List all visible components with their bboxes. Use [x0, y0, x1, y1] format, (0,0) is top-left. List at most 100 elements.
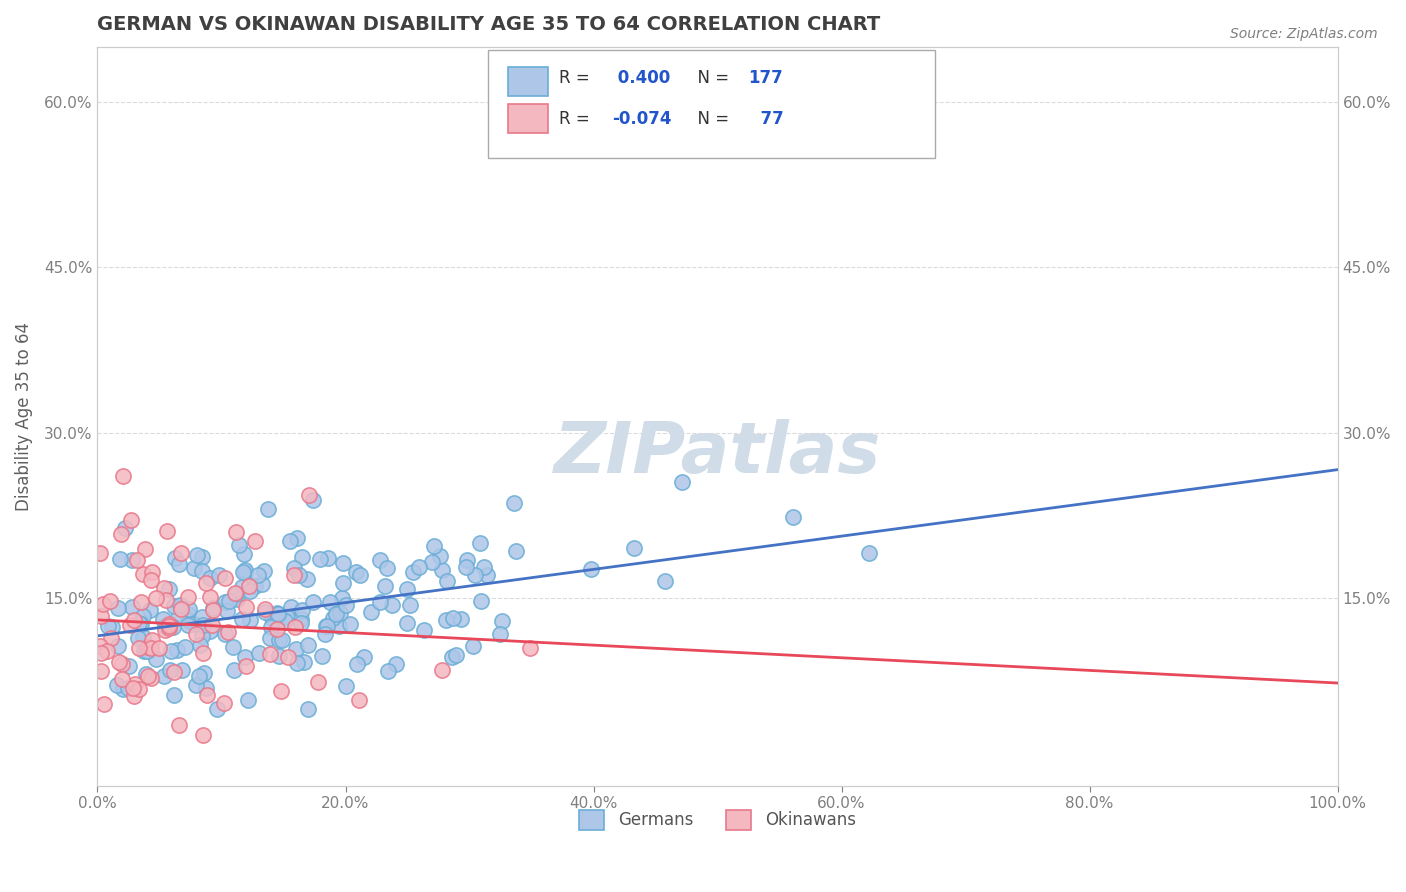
Point [120, 512, 142, 526]
Point [402, 566, 425, 580]
Point [233, 547, 256, 561]
Point [472, 560, 495, 574]
Point [225, 587, 247, 601]
Point [430, 563, 453, 577]
Point [89, 640, 111, 654]
Point [90, 646, 112, 660]
Point [166, 642, 188, 657]
Point [375, 561, 398, 575]
Point [254, 602, 277, 616]
Point [285, 657, 308, 671]
Point [671, 475, 693, 490]
Point [311, 648, 333, 663]
Point [259, 647, 281, 661]
Point [489, 626, 512, 640]
Point [224, 586, 246, 600]
Point [477, 567, 499, 582]
Y-axis label: Disability Age 35 to 64: Disability Age 35 to 64 [15, 322, 32, 511]
Point [200, 571, 222, 585]
Text: R =: R = [558, 70, 595, 87]
Point [396, 615, 419, 630]
Point [654, 574, 676, 588]
Point [212, 696, 235, 710]
Point [214, 595, 236, 609]
Point [129, 595, 152, 609]
Point [330, 591, 353, 606]
Text: -0.074: -0.074 [612, 110, 672, 128]
Point [396, 582, 419, 597]
Point [623, 541, 645, 555]
Point [141, 566, 163, 580]
Point [198, 624, 221, 638]
Point [316, 550, 339, 565]
Point [111, 468, 134, 483]
Point [238, 578, 260, 592]
Point [297, 638, 319, 652]
Point [188, 638, 211, 652]
Point [155, 624, 177, 638]
Point [470, 594, 492, 608]
Point [121, 553, 143, 567]
Point [107, 601, 129, 615]
Point [195, 681, 218, 695]
Point [456, 560, 478, 574]
Point [298, 488, 321, 502]
Point [270, 633, 292, 648]
Text: 77: 77 [748, 110, 783, 128]
Point [183, 616, 205, 631]
Point [135, 644, 157, 658]
Point [153, 618, 176, 632]
Point [148, 641, 170, 656]
Point [191, 728, 214, 742]
Point [346, 657, 368, 672]
Point [344, 565, 367, 579]
Point [259, 631, 281, 645]
Point [332, 556, 354, 570]
Point [225, 524, 247, 539]
Point [420, 555, 443, 569]
Point [235, 599, 257, 614]
Text: 177: 177 [748, 70, 783, 87]
Point [191, 629, 214, 643]
Point [444, 648, 467, 662]
Point [222, 663, 245, 677]
Point [377, 664, 399, 678]
Point [456, 553, 478, 567]
Point [191, 609, 214, 624]
Point [118, 659, 141, 673]
Point [235, 658, 257, 673]
Point [307, 675, 329, 690]
Point [291, 549, 314, 564]
Point [468, 536, 491, 550]
Point [156, 524, 179, 538]
Point [217, 625, 239, 640]
Point [316, 619, 339, 633]
Point [132, 566, 155, 581]
Point [349, 568, 371, 582]
Text: N =: N = [686, 70, 734, 87]
Point [132, 630, 155, 644]
Point [505, 543, 527, 558]
Point [186, 678, 208, 692]
Point [290, 616, 312, 631]
Point [193, 647, 215, 661]
Point [335, 679, 357, 693]
Point [222, 640, 245, 654]
Point [191, 618, 214, 632]
Point [93, 697, 115, 711]
Point [197, 689, 219, 703]
Point [441, 649, 464, 664]
Point [153, 581, 176, 595]
Point [243, 534, 266, 549]
Point [250, 576, 273, 591]
Point [162, 688, 184, 702]
FancyBboxPatch shape [488, 50, 935, 158]
Point [157, 619, 180, 633]
Point [332, 576, 354, 591]
Point [127, 631, 149, 645]
Point [177, 614, 200, 628]
Point [122, 681, 145, 695]
Point [314, 626, 336, 640]
Point [139, 602, 162, 616]
Point [162, 620, 184, 634]
